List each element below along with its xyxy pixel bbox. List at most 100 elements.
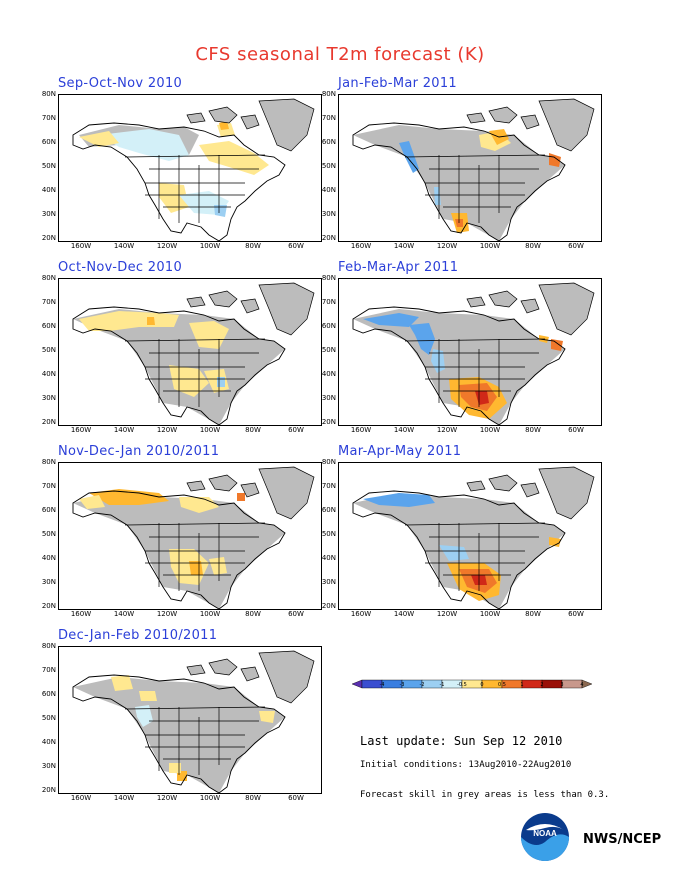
lat-label: 30N bbox=[321, 210, 336, 218]
lat-label: 80N bbox=[41, 274, 56, 282]
lat-label: 40N bbox=[41, 738, 56, 746]
lat-label: 40N bbox=[41, 554, 56, 562]
lat-label: 50N bbox=[41, 530, 56, 538]
anomaly-region bbox=[79, 495, 105, 509]
colorbar-segment bbox=[352, 679, 363, 689]
lat-label: 70N bbox=[321, 114, 336, 122]
last-update: Last update: Sun Sep 12 2010 bbox=[360, 734, 563, 748]
anomaly-region bbox=[111, 675, 133, 691]
lat-label: 30N bbox=[41, 762, 56, 770]
arctic-islands bbox=[466, 106, 540, 130]
lat-label: 80N bbox=[41, 458, 56, 466]
arctic-islands bbox=[466, 290, 540, 314]
lat-label: 60N bbox=[321, 138, 336, 146]
colorbar-segment bbox=[521, 679, 543, 689]
anomaly-region bbox=[237, 493, 245, 501]
logo-text: NOAA bbox=[533, 829, 557, 838]
forecast-panel: Mar-Apr-May 2011 80N 70N 60N 50N 40N 30N 20N 160… bbox=[322, 444, 608, 618]
lat-label: 30N bbox=[41, 210, 56, 218]
panel-title: Sep-Oct-Nov 2010 bbox=[58, 76, 183, 91]
lat-label: 60N bbox=[41, 322, 56, 330]
coastline bbox=[72, 306, 286, 425]
lat-label: 40N bbox=[321, 370, 336, 378]
lon-label: 60W bbox=[568, 426, 584, 434]
anomaly-region bbox=[363, 313, 419, 327]
lat-label: 20N bbox=[41, 418, 56, 426]
anomaly-region bbox=[79, 131, 119, 147]
lon-label: 140W bbox=[113, 426, 135, 434]
state-borders bbox=[404, 522, 546, 591]
colorbar-label: 0.5 bbox=[498, 682, 506, 688]
lon-label: 80W bbox=[245, 610, 261, 618]
colorbar-label: -1 bbox=[440, 682, 445, 688]
forecast-map bbox=[58, 646, 322, 794]
lon-label: 140W bbox=[393, 242, 415, 250]
colorbar-label: -4 bbox=[380, 682, 385, 688]
lat-label: 80N bbox=[321, 458, 336, 466]
greenland bbox=[538, 466, 595, 520]
anomaly-region bbox=[189, 561, 203, 575]
anomaly-region bbox=[209, 557, 227, 575]
anomaly-region bbox=[79, 311, 179, 331]
arctic-islands bbox=[466, 474, 540, 498]
anomaly-region bbox=[549, 153, 561, 167]
lon-label: 120W bbox=[436, 242, 458, 250]
lon-label: 160W bbox=[350, 610, 372, 618]
coastline bbox=[352, 490, 566, 609]
lon-label: 160W bbox=[70, 610, 92, 618]
forecast-panel: Nov-Dec-Jan 2010/2011 80N 70N 60N 50N 40N 30N 2… bbox=[42, 444, 328, 618]
panel-title: Jan-Feb-Mar 2011 bbox=[338, 76, 457, 91]
coastline bbox=[352, 122, 566, 241]
colorbar-segment bbox=[541, 679, 563, 689]
anomaly-region bbox=[169, 763, 181, 773]
colorbar-label: 3 bbox=[560, 682, 563, 688]
lat-label: 60N bbox=[41, 138, 56, 146]
lat-label: 60N bbox=[321, 506, 336, 514]
lon-label: 140W bbox=[393, 426, 415, 434]
state-borders bbox=[124, 154, 266, 223]
arctic-islands bbox=[186, 290, 260, 314]
lat-label: 70N bbox=[321, 482, 336, 490]
panel-title: Mar-Apr-May 2011 bbox=[338, 444, 462, 459]
forecast-map bbox=[58, 94, 322, 242]
panel-title: Oct-Nov-Dec 2010 bbox=[58, 260, 183, 275]
lat-label: 60N bbox=[41, 690, 56, 698]
lat-label: 40N bbox=[41, 186, 56, 194]
coastline bbox=[352, 306, 566, 425]
anomaly-region bbox=[214, 205, 227, 217]
initial-conditions: Initial conditions: 13Aug2010-22Aug2010 bbox=[360, 760, 572, 770]
forecast-map bbox=[338, 462, 602, 610]
panel-title: Feb-Mar-Apr 2011 bbox=[338, 260, 459, 275]
lat-label: 30N bbox=[41, 578, 56, 586]
colorbar-label: -2 bbox=[420, 682, 425, 688]
arctic-islands bbox=[186, 106, 260, 130]
lon-label: 160W bbox=[70, 794, 92, 802]
lat-label: 50N bbox=[41, 162, 56, 170]
lat-label: 30N bbox=[321, 578, 336, 586]
greenland bbox=[538, 98, 595, 152]
lon-label: 100W bbox=[199, 794, 221, 802]
forecast-panel: Oct-Nov-Dec 2010 80N 70N 60N 50N 40N 30N 20N 160… bbox=[42, 260, 328, 434]
forecast-map bbox=[58, 278, 322, 426]
anomaly-region bbox=[217, 377, 225, 387]
lat-label: 20N bbox=[321, 418, 336, 426]
colorbar-label: 2 bbox=[540, 682, 543, 688]
state-borders bbox=[404, 338, 546, 407]
lat-label: 40N bbox=[41, 370, 56, 378]
lat-label: 20N bbox=[41, 786, 56, 794]
lon-label: 80W bbox=[245, 426, 261, 434]
page-title: CFS seasonal T2m forecast (K) bbox=[195, 44, 485, 65]
coastline bbox=[72, 674, 286, 793]
lat-label: 80N bbox=[41, 90, 56, 98]
lon-label: 120W bbox=[156, 610, 178, 618]
forecast-panel: Dec-Jan-Feb 2010/2011 80N 70N 60N 50N 40N 30N 2… bbox=[42, 628, 328, 802]
lon-label: 160W bbox=[350, 426, 372, 434]
lat-label: 40N bbox=[321, 186, 336, 194]
anomaly-region bbox=[139, 691, 157, 701]
anomaly-region bbox=[147, 317, 155, 325]
forecast-map bbox=[58, 462, 322, 610]
lat-label: 30N bbox=[321, 394, 336, 402]
lat-label: 80N bbox=[41, 642, 56, 650]
arctic-islands bbox=[186, 474, 260, 498]
greenland bbox=[258, 466, 315, 520]
